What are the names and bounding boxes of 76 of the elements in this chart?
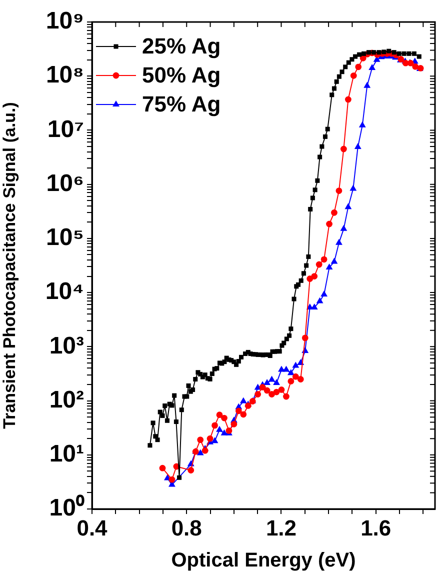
point (306, 276, 314, 282)
point (364, 82, 371, 88)
y-axis-title: Transient Photocapacitance Signal (a.u.) (0, 102, 19, 429)
point (264, 387, 270, 394)
point (240, 411, 247, 418)
point (230, 420, 238, 428)
point (273, 388, 280, 396)
point (355, 64, 362, 70)
y-tick-label: 10⁷ (47, 116, 84, 143)
point (264, 379, 271, 386)
point (316, 297, 324, 304)
point (331, 209, 338, 216)
point (336, 188, 342, 194)
legend-label: 50% Ag (142, 62, 221, 88)
point (344, 96, 352, 103)
point (335, 238, 342, 245)
point (268, 391, 275, 398)
point (340, 224, 348, 231)
point (344, 203, 352, 210)
point (268, 376, 276, 382)
point (259, 384, 266, 390)
point (316, 261, 322, 268)
legend-label: 25% Ag (142, 34, 221, 59)
point (254, 391, 262, 398)
y-tick-label: 10⁵ (46, 224, 84, 252)
point (216, 412, 223, 418)
point (287, 369, 294, 376)
point (292, 373, 299, 380)
point (320, 290, 328, 297)
y-tick-label: 10³ (49, 332, 84, 360)
point (326, 264, 333, 270)
point (412, 63, 419, 70)
point (212, 422, 218, 429)
point (311, 273, 318, 280)
point (350, 184, 357, 191)
point (197, 436, 204, 444)
y-tick-label: 10⁴ (45, 278, 84, 306)
x-tick-label: 1.6 (360, 515, 392, 540)
point (297, 376, 304, 382)
point (330, 258, 338, 264)
point (235, 408, 242, 414)
point (206, 435, 214, 442)
point (216, 426, 223, 432)
point (350, 72, 357, 79)
y-tick-label: 10⁸ (46, 62, 84, 89)
legend-label: 75% Ag (142, 92, 221, 117)
point (168, 476, 176, 483)
point (188, 467, 194, 474)
y-tick-label: 10² (49, 386, 84, 414)
point (278, 386, 285, 393)
point (326, 220, 332, 228)
point (302, 334, 308, 342)
point (202, 447, 208, 454)
point (196, 449, 204, 456)
point (292, 362, 300, 368)
y-tick-label: 10⁶ (46, 170, 84, 197)
point (288, 378, 294, 384)
point (283, 393, 290, 400)
y-tick-label: 10⁹ (46, 8, 84, 35)
point (240, 397, 247, 404)
point (159, 464, 166, 472)
point (273, 379, 280, 386)
point (358, 121, 366, 128)
point (221, 414, 228, 422)
point (354, 142, 362, 149)
x-tick-label: 0.8 (171, 515, 202, 540)
point (211, 437, 218, 444)
point (320, 256, 328, 263)
x-tick-label: 1.2 (266, 515, 297, 540)
x-axis-title: Optical Energy (eV) (171, 550, 356, 572)
point (368, 64, 376, 70)
point (282, 366, 290, 372)
x-tick-label: 0.4 (76, 515, 108, 540)
y-tick-label: 10¹ (49, 440, 84, 468)
point (340, 146, 347, 152)
point (220, 429, 228, 436)
